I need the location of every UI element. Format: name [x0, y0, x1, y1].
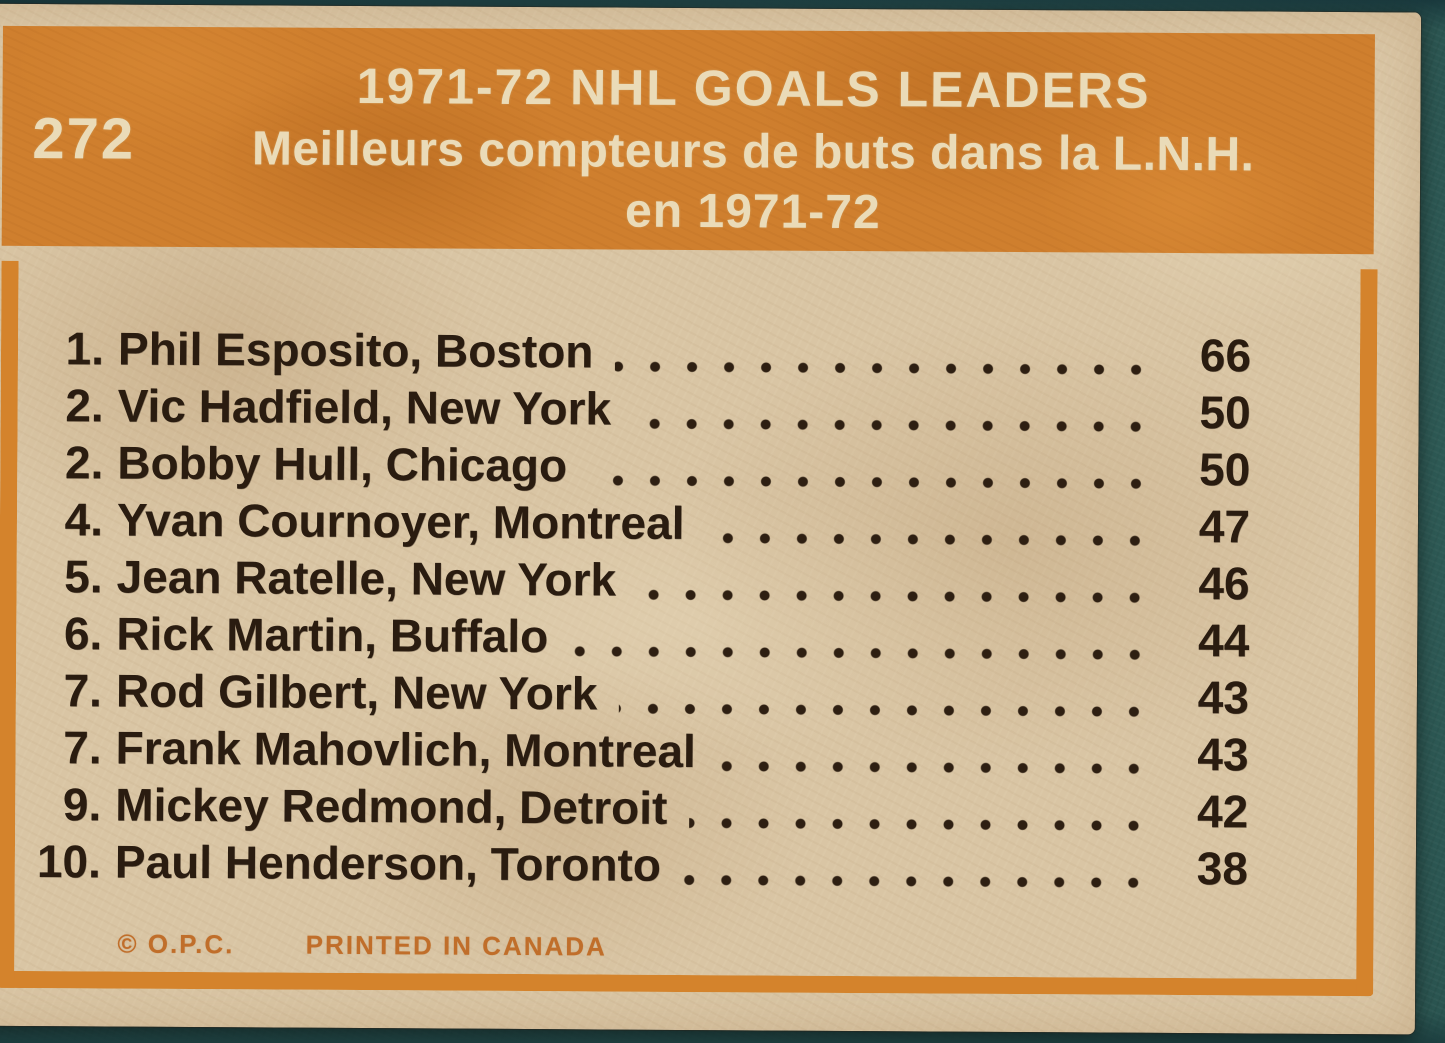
leader-row: 4. Yvan Cournoyer, Montreal 47	[31, 491, 1250, 555]
dot-leader	[717, 759, 1153, 776]
card-footer: © O.P.C. PRINTED IN CANADA	[117, 929, 607, 963]
leader-name: Mickey Redmond, Detroit	[115, 778, 668, 834]
dot-leader	[689, 816, 1153, 833]
leader-row: 2. Vic Hadfield, New York 50	[32, 377, 1251, 441]
leader-rank: 2.	[64, 436, 104, 489]
leader-goals: 50	[1199, 386, 1251, 439]
leader-name: Bobby Hull, Chicago	[117, 436, 568, 492]
leader-rank: 4.	[64, 493, 104, 546]
leader-name: Rick Martin, Buffalo	[116, 607, 549, 663]
dot-leader	[706, 531, 1154, 548]
title-french: Meilleurs compteurs de buts dans la L.N.…	[251, 122, 1255, 182]
leader-rank: 7.	[63, 721, 102, 774]
dot-leader	[588, 473, 1155, 491]
leader-goals: 43	[1197, 671, 1250, 724]
dot-leader	[570, 644, 1154, 662]
dot-leader	[632, 416, 1155, 434]
leader-row: 7. Rod Gilbert, New York 43	[30, 662, 1249, 726]
leader-name: Rod Gilbert, New York	[115, 664, 598, 720]
leader-name: Yvan Cournoyer, Montreal	[116, 493, 685, 549]
leader-name: Phil Esposito, Boston	[117, 322, 594, 378]
dot-leader	[637, 587, 1154, 605]
leader-goals: 38	[1196, 842, 1249, 895]
copyright-text: © O.P.C.	[117, 928, 235, 960]
leader-rank: 9.	[62, 778, 102, 831]
leader-rank: 10.	[36, 835, 102, 888]
leader-row: 7. Frank Mahovlich, Montreal 43	[29, 719, 1249, 783]
leader-goals: 43	[1197, 728, 1249, 781]
title-english: 1971-72 NHL GOALS LEADERS	[356, 57, 1151, 119]
hockey-card: 272 1971-72 NHL GOALS LEADERS Meilleurs …	[0, 3, 1422, 1035]
leader-rank: 7.	[63, 664, 103, 717]
title-french-line2: en 1971-72	[624, 184, 881, 240]
leader-name: Vic Hadfield, New York	[117, 379, 612, 435]
leader-goals: 66	[1199, 329, 1252, 382]
leader-goals: 42	[1196, 785, 1249, 838]
card-header: 272 1971-72 NHL GOALS LEADERS Meilleurs …	[1, 25, 1375, 255]
leader-row: 9. Mickey Redmond, Detroit 42	[29, 776, 1249, 840]
leader-rank: 2.	[65, 379, 104, 432]
leader-row: 1. Phil Esposito, Boston 66	[32, 320, 1251, 384]
leader-row: 10. Paul Henderson, Toronto 38	[29, 833, 1248, 897]
printed-in-canada-text: PRINTED IN CANADA	[305, 929, 607, 962]
leader-name: Paul Henderson, Toronto	[114, 835, 662, 891]
leader-row: 6. Rick Martin, Buffalo 44	[30, 605, 1250, 669]
leader-rank: 1.	[65, 322, 105, 375]
leader-goals: 46	[1198, 557, 1250, 610]
goals-leaders-list: 1. Phil Esposito, Boston 66 2. Vic Hadfi…	[29, 320, 1251, 897]
leader-rank: 6.	[63, 607, 103, 660]
dot-leader	[615, 359, 1155, 377]
leader-goals: 44	[1197, 614, 1250, 667]
leader-goals: 50	[1198, 443, 1251, 496]
card-number: 272	[32, 105, 136, 172]
leader-row: 2. Bobby Hull, Chicago 50	[31, 434, 1251, 498]
dot-leader	[619, 701, 1153, 719]
leader-name: Jean Ratelle, New York	[116, 550, 617, 606]
leader-row: 5. Jean Ratelle, New York 46	[30, 548, 1250, 612]
leader-name: Frank Mahovlich, Montreal	[115, 721, 696, 778]
dot-leader	[682, 872, 1152, 890]
leader-goals: 47	[1198, 500, 1251, 553]
leader-rank: 5.	[64, 550, 103, 603]
